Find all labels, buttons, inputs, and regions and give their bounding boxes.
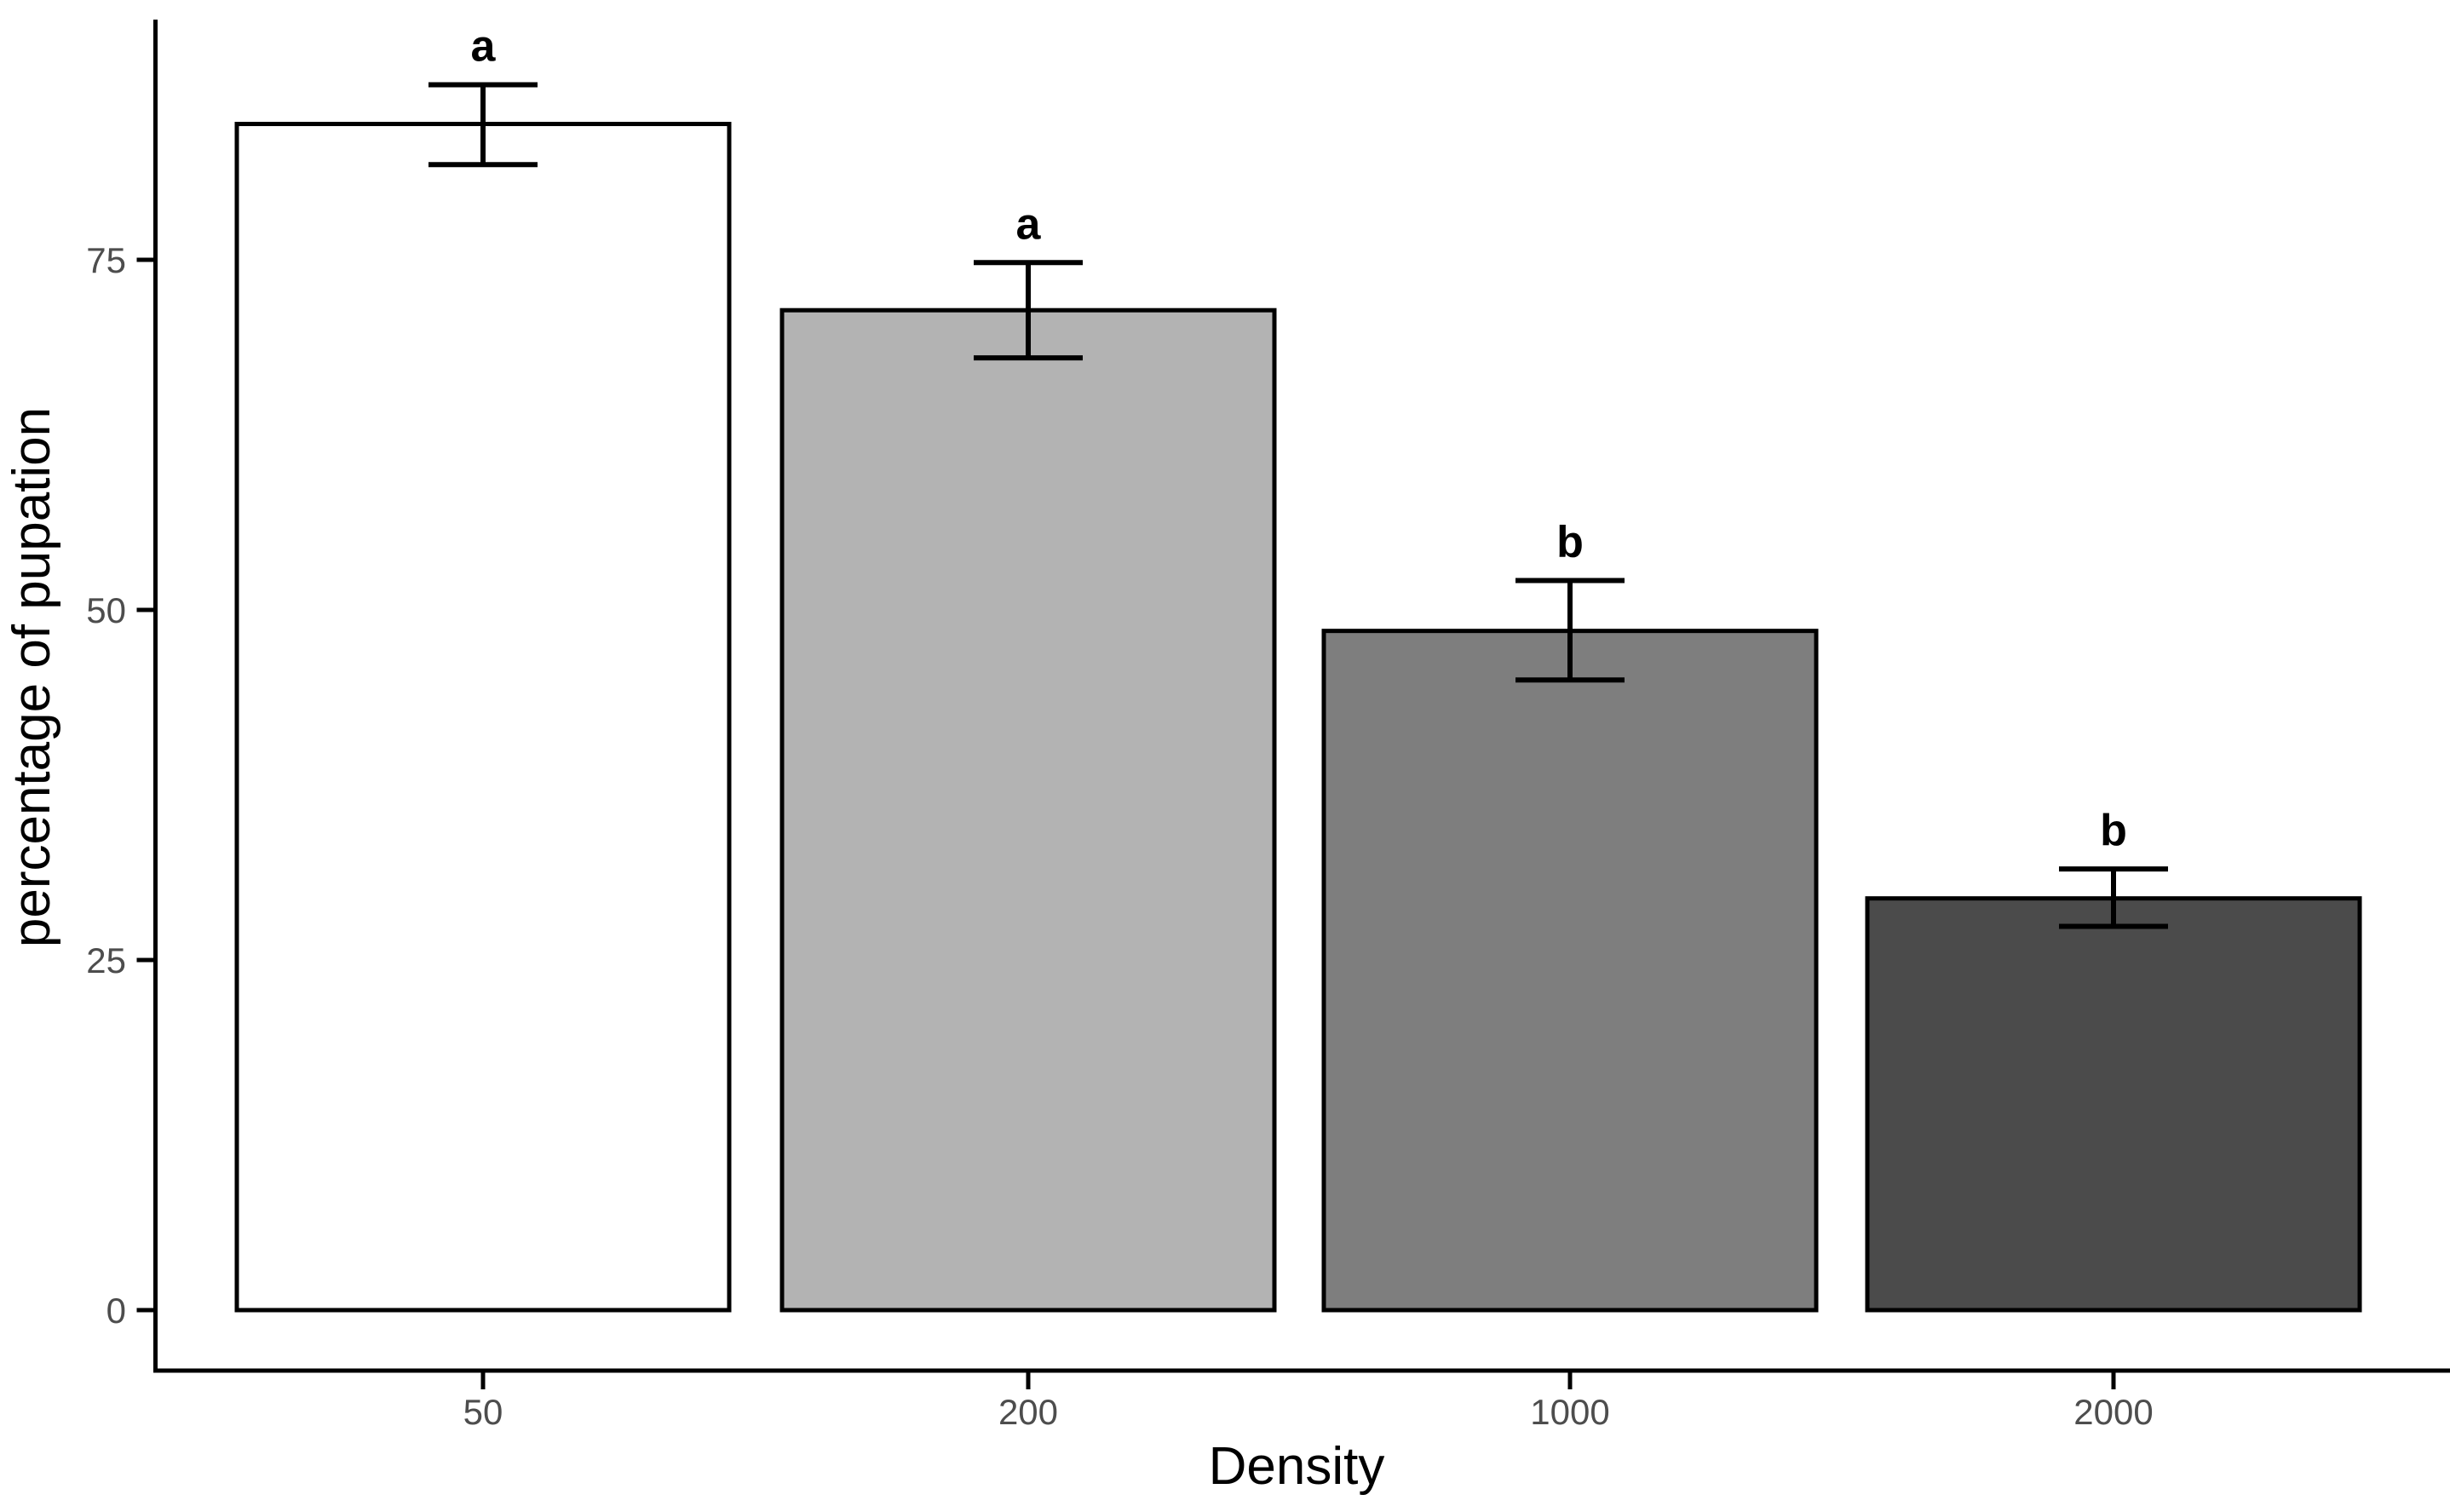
y-tick-label-75: 75 bbox=[86, 240, 126, 280]
axis-layer: 0 25 50 75 50 200 1000 2000 bbox=[86, 20, 2450, 1432]
x-tick-label-50: 50 bbox=[463, 1392, 503, 1432]
bars-layer bbox=[234, 122, 2362, 1313]
y-axis-ticks: 0 25 50 75 bbox=[86, 240, 156, 1331]
error-bar-50 bbox=[428, 82, 538, 168]
bar-1000 bbox=[1321, 629, 1819, 1313]
y-axis-title: percentage of pupation bbox=[3, 407, 61, 947]
error-bar-2000 bbox=[2059, 866, 2168, 929]
y-tick-label-0: 0 bbox=[106, 1291, 126, 1331]
y-tick-label-50: 50 bbox=[86, 590, 126, 630]
significance-letter-50: a bbox=[471, 22, 497, 72]
x-axis-ticks: 50 200 1000 2000 bbox=[463, 1371, 2154, 1432]
bar-2000 bbox=[1865, 896, 2362, 1313]
error-bars-layer bbox=[428, 82, 2168, 929]
x-tick-label-1000: 1000 bbox=[1530, 1392, 1609, 1432]
bar-200 bbox=[779, 308, 1277, 1313]
x-tick-label-200: 200 bbox=[998, 1392, 1058, 1432]
significance-letter-200: a bbox=[1016, 199, 1042, 249]
bar-50 bbox=[234, 122, 732, 1313]
significance-letters-layer: a a b b bbox=[471, 22, 2127, 856]
error-bar-200 bbox=[974, 260, 1083, 361]
y-tick-label-25: 25 bbox=[86, 940, 126, 980]
significance-letter-2000: b bbox=[2100, 806, 2127, 855]
x-tick-label-2000: 2000 bbox=[2073, 1392, 2153, 1432]
error-bar-1000 bbox=[1515, 578, 1625, 683]
significance-letter-1000: b bbox=[1556, 517, 1584, 566]
x-axis-title: Density bbox=[1209, 1437, 1385, 1496]
